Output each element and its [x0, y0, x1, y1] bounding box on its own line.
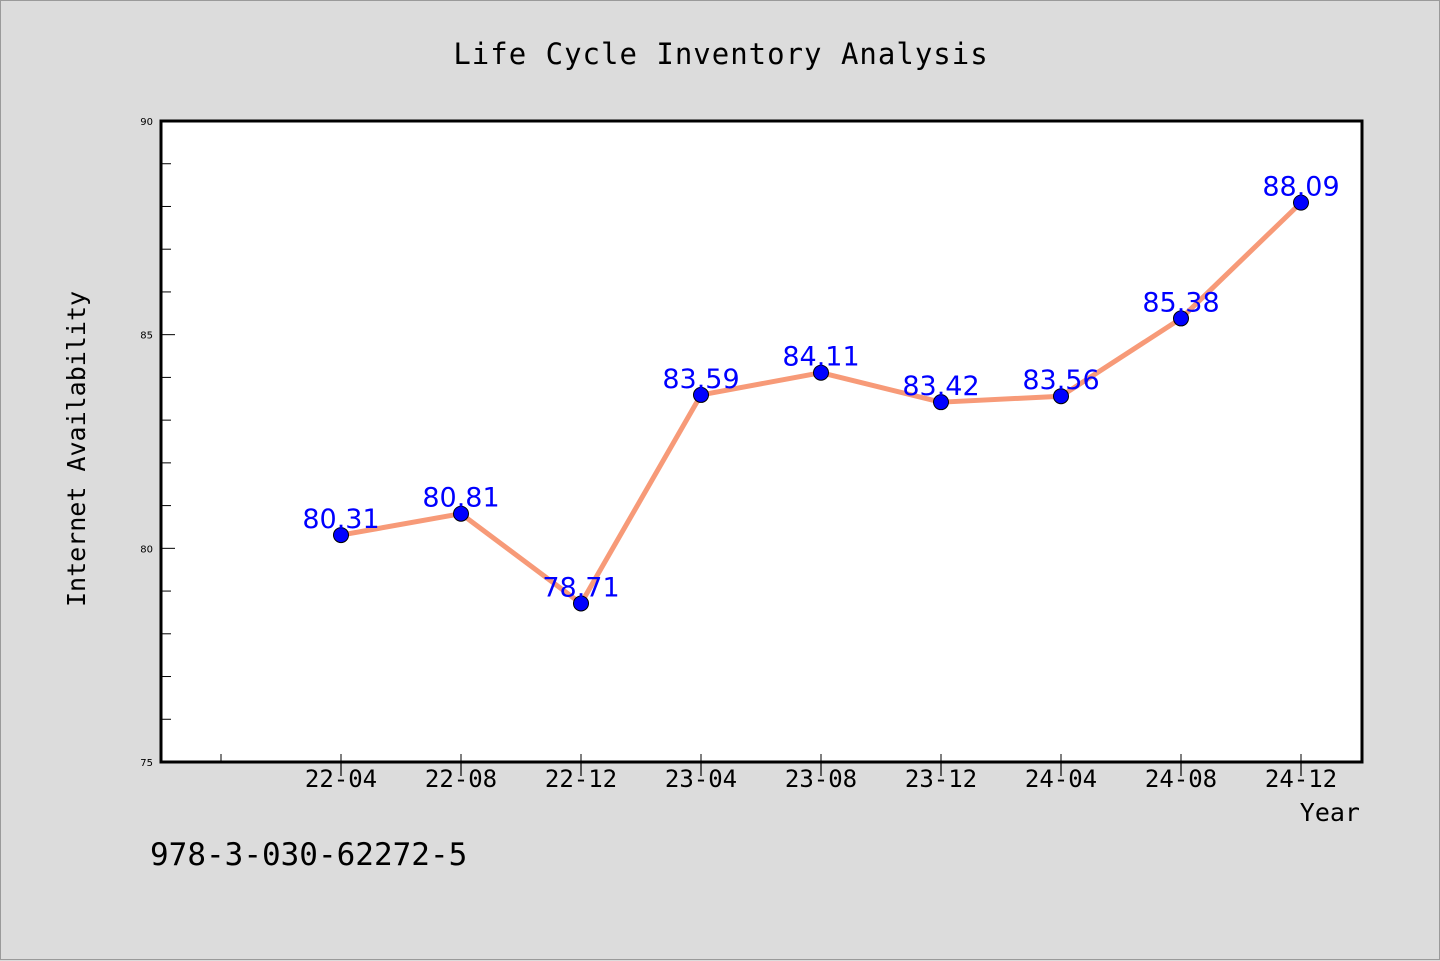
data-label: 83.59	[662, 364, 739, 395]
series-layer: 80.31 80.81 78.71 83.59 84.11 83.42 83.56 85.38…	[302, 172, 1340, 612]
data-label: 83.42	[902, 371, 979, 402]
data-point	[453, 505, 469, 522]
data-label: 80.81	[422, 483, 499, 514]
data-point	[813, 364, 829, 381]
x-axis: 22-04 22-08 22-12 23-04 23-08 23-12 24-04 24-08…	[220, 754, 1337, 793]
plot-area	[159, 119, 1364, 764]
data-label: 88.09	[1262, 172, 1339, 203]
x-tick-label: 22-04	[305, 765, 377, 793]
isbn-footer: 978-3-030-62272-5	[150, 837, 467, 873]
data-point	[1173, 310, 1189, 327]
x-axis-label: Year	[1300, 798, 1360, 827]
data-label: 85.38	[1142, 287, 1219, 318]
data-label: 84.11	[782, 342, 859, 373]
data-point	[933, 394, 949, 411]
x-tick-label: 24-08	[1145, 765, 1217, 793]
data-label: 80.31	[302, 504, 379, 535]
data-point	[1053, 388, 1069, 405]
data-point	[333, 527, 349, 544]
y-axis: 75 80 85 90	[140, 117, 175, 769]
x-tick-label: 23-04	[665, 765, 737, 793]
x-tick-label: 23-12	[905, 765, 977, 793]
x-tick-label: 22-12	[545, 765, 617, 793]
chart-title: Life Cycle Inventory Analysis	[453, 37, 988, 71]
data-label: 83.56	[1022, 365, 1099, 396]
x-tick-label: 23-08	[785, 765, 857, 793]
data-label: 78.71	[542, 572, 619, 603]
data-point	[1293, 194, 1309, 211]
x-tick-label: 24-12	[1265, 765, 1337, 793]
x-tick-label: 24-04	[1025, 765, 1097, 793]
y-tick-label: 85	[140, 331, 153, 342]
x-tick-label: 22-08	[425, 765, 497, 793]
data-point	[573, 595, 589, 612]
y-axis-label: Internet Availability	[62, 291, 91, 607]
data-point	[693, 386, 709, 403]
y-tick-label: 90	[140, 117, 153, 128]
y-tick-label: 75	[140, 758, 153, 769]
y-tick-label: 80	[140, 544, 153, 555]
